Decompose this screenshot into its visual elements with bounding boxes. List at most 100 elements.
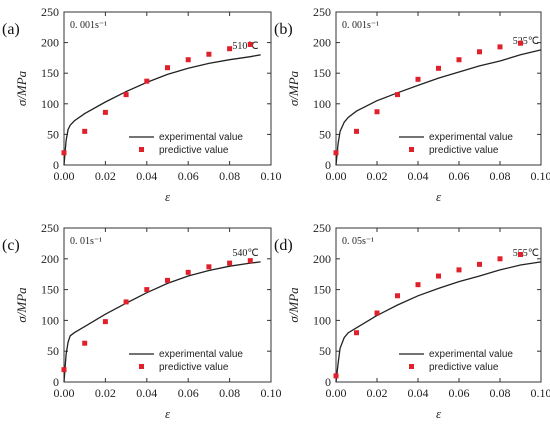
predictive-point — [497, 44, 503, 50]
panel-c: 0 50 100 150 200 250 0.00 0.02 0.04 0.06 0.08 0.10 ε… — [2, 221, 282, 421]
experimental-curve — [63, 54, 261, 166]
y-tick-label: 200 — [41, 36, 59, 50]
predictive-point — [415, 76, 421, 82]
legend-label: predictive value — [429, 145, 499, 156]
y-tick-label: 100 — [41, 97, 59, 111]
legend-marker-swatch — [139, 147, 144, 152]
x-tick-label: 0.02 — [95, 169, 116, 183]
panel-b: 0 50 100 150 200 250 0.00 0.02 0.04 0.06 0.08 0.10 ε… — [274, 5, 550, 204]
panel-a: 0 50 100 150 200 250 0.00 0.02 0.04 0.06 0.08 0.10 ε… — [2, 5, 282, 204]
predictive-point — [82, 340, 88, 346]
predictive-point — [144, 78, 150, 84]
y-tick-label: 0 — [53, 375, 59, 389]
plot-frame — [63, 11, 272, 166]
y-tick-label: 100 — [313, 97, 331, 111]
y-tick-label: 250 — [41, 221, 59, 235]
x-tick-label: 0.08 — [219, 386, 240, 400]
temperature-label: 525℃ — [513, 36, 539, 47]
predictive-point — [185, 269, 191, 275]
legend-label: predictive value — [159, 145, 229, 156]
x-tick-label: 0.04 — [136, 169, 157, 183]
predictive-point — [102, 109, 108, 115]
predictive-point — [61, 367, 67, 373]
plot-frame — [335, 227, 542, 383]
plot-frame — [63, 227, 272, 383]
legend-marker-swatch — [139, 364, 144, 369]
legend-label: experimental value — [159, 132, 243, 143]
x-tick-label: 0.08 — [490, 386, 511, 400]
predictive-point — [518, 40, 523, 46]
x-tick-label: 0.08 — [219, 169, 240, 183]
strain-rate-label: 0. 001s⁻¹ — [70, 20, 107, 31]
strain-rate-label: 0. 05s⁻¹ — [342, 236, 374, 247]
legend-label: predictive value — [429, 362, 499, 373]
experimental-curve — [335, 261, 542, 383]
y-axis-label: σ/MPa — [286, 287, 301, 323]
predictive-point — [185, 57, 191, 63]
x-tick-label: 0.00 — [326, 169, 347, 183]
x-tick-label: 0.06 — [178, 386, 199, 400]
x-tick-label: 0.06 — [178, 169, 199, 183]
predictive-point — [374, 310, 380, 316]
predictive-point — [165, 277, 170, 283]
y-tick-label: 150 — [313, 283, 331, 297]
predictive-point — [354, 330, 359, 336]
panel-label: (c) — [2, 237, 20, 254]
predictive-point — [497, 256, 503, 262]
y-tick-label: 250 — [313, 221, 331, 235]
x-tick-label: 0.04 — [408, 169, 429, 183]
predictive-point — [123, 299, 129, 305]
x-tick-label: 0.02 — [367, 386, 388, 400]
predictive-point — [144, 287, 150, 293]
x-axis-label: ε — [436, 406, 442, 421]
predictive-point — [206, 51, 212, 57]
panel-d: 0 50 100 150 200 250 0.00 0.02 0.04 0.06 0.08 0.10 ε… — [274, 221, 550, 421]
x-tick-label: 0.10 — [531, 386, 550, 400]
y-axis-label: σ/MPa — [14, 70, 29, 106]
x-tick-label: 0.02 — [95, 386, 116, 400]
x-axis-label: ε — [165, 189, 171, 204]
predictive-point — [82, 128, 88, 134]
y-axis-label: σ/MPa — [14, 287, 29, 323]
x-tick-label: 0.10 — [261, 169, 282, 183]
x-tick-label: 0.04 — [136, 386, 157, 400]
predictive-point — [456, 57, 462, 63]
y-tick-label: 50 — [47, 127, 59, 141]
legend-marker-swatch — [409, 147, 414, 152]
plot-frame — [335, 11, 542, 166]
y-tick-label: 0 — [53, 158, 59, 172]
predictive-point — [354, 128, 359, 134]
predictive-point — [333, 150, 339, 156]
y-tick-label: 250 — [41, 5, 59, 19]
temperature-label: 510℃ — [232, 41, 258, 52]
predictive-point — [395, 293, 400, 299]
predictive-point — [415, 282, 421, 288]
x-tick-label: 0.02 — [367, 169, 388, 183]
predictive-point — [227, 260, 233, 266]
y-tick-label: 0 — [325, 158, 331, 172]
y-tick-label: 100 — [313, 313, 331, 327]
predictive-point — [102, 319, 108, 325]
x-tick-label: 0.10 — [261, 386, 282, 400]
predictive-point — [227, 46, 233, 52]
y-tick-label: 250 — [313, 5, 331, 19]
legend-label: experimental value — [429, 132, 513, 143]
predictive-point — [374, 109, 380, 115]
strain-rate-label: 0. 01s⁻¹ — [70, 236, 102, 247]
predictive-point — [333, 373, 339, 379]
x-tick-label: 0.06 — [449, 169, 470, 183]
predictive-point — [477, 49, 482, 55]
legend-label: experimental value — [159, 349, 243, 360]
predictive-point — [206, 264, 212, 270]
predictive-point — [123, 92, 129, 98]
legend-marker-swatch — [409, 364, 414, 369]
predictive-point — [477, 261, 482, 267]
legend-label: predictive value — [159, 362, 229, 373]
predictive-point — [456, 267, 462, 273]
y-tick-label: 150 — [41, 66, 59, 80]
x-tick-label: 0.06 — [449, 386, 470, 400]
x-axis-label: ε — [165, 406, 171, 421]
y-tick-label: 100 — [41, 313, 59, 327]
predictive-point — [165, 65, 170, 71]
